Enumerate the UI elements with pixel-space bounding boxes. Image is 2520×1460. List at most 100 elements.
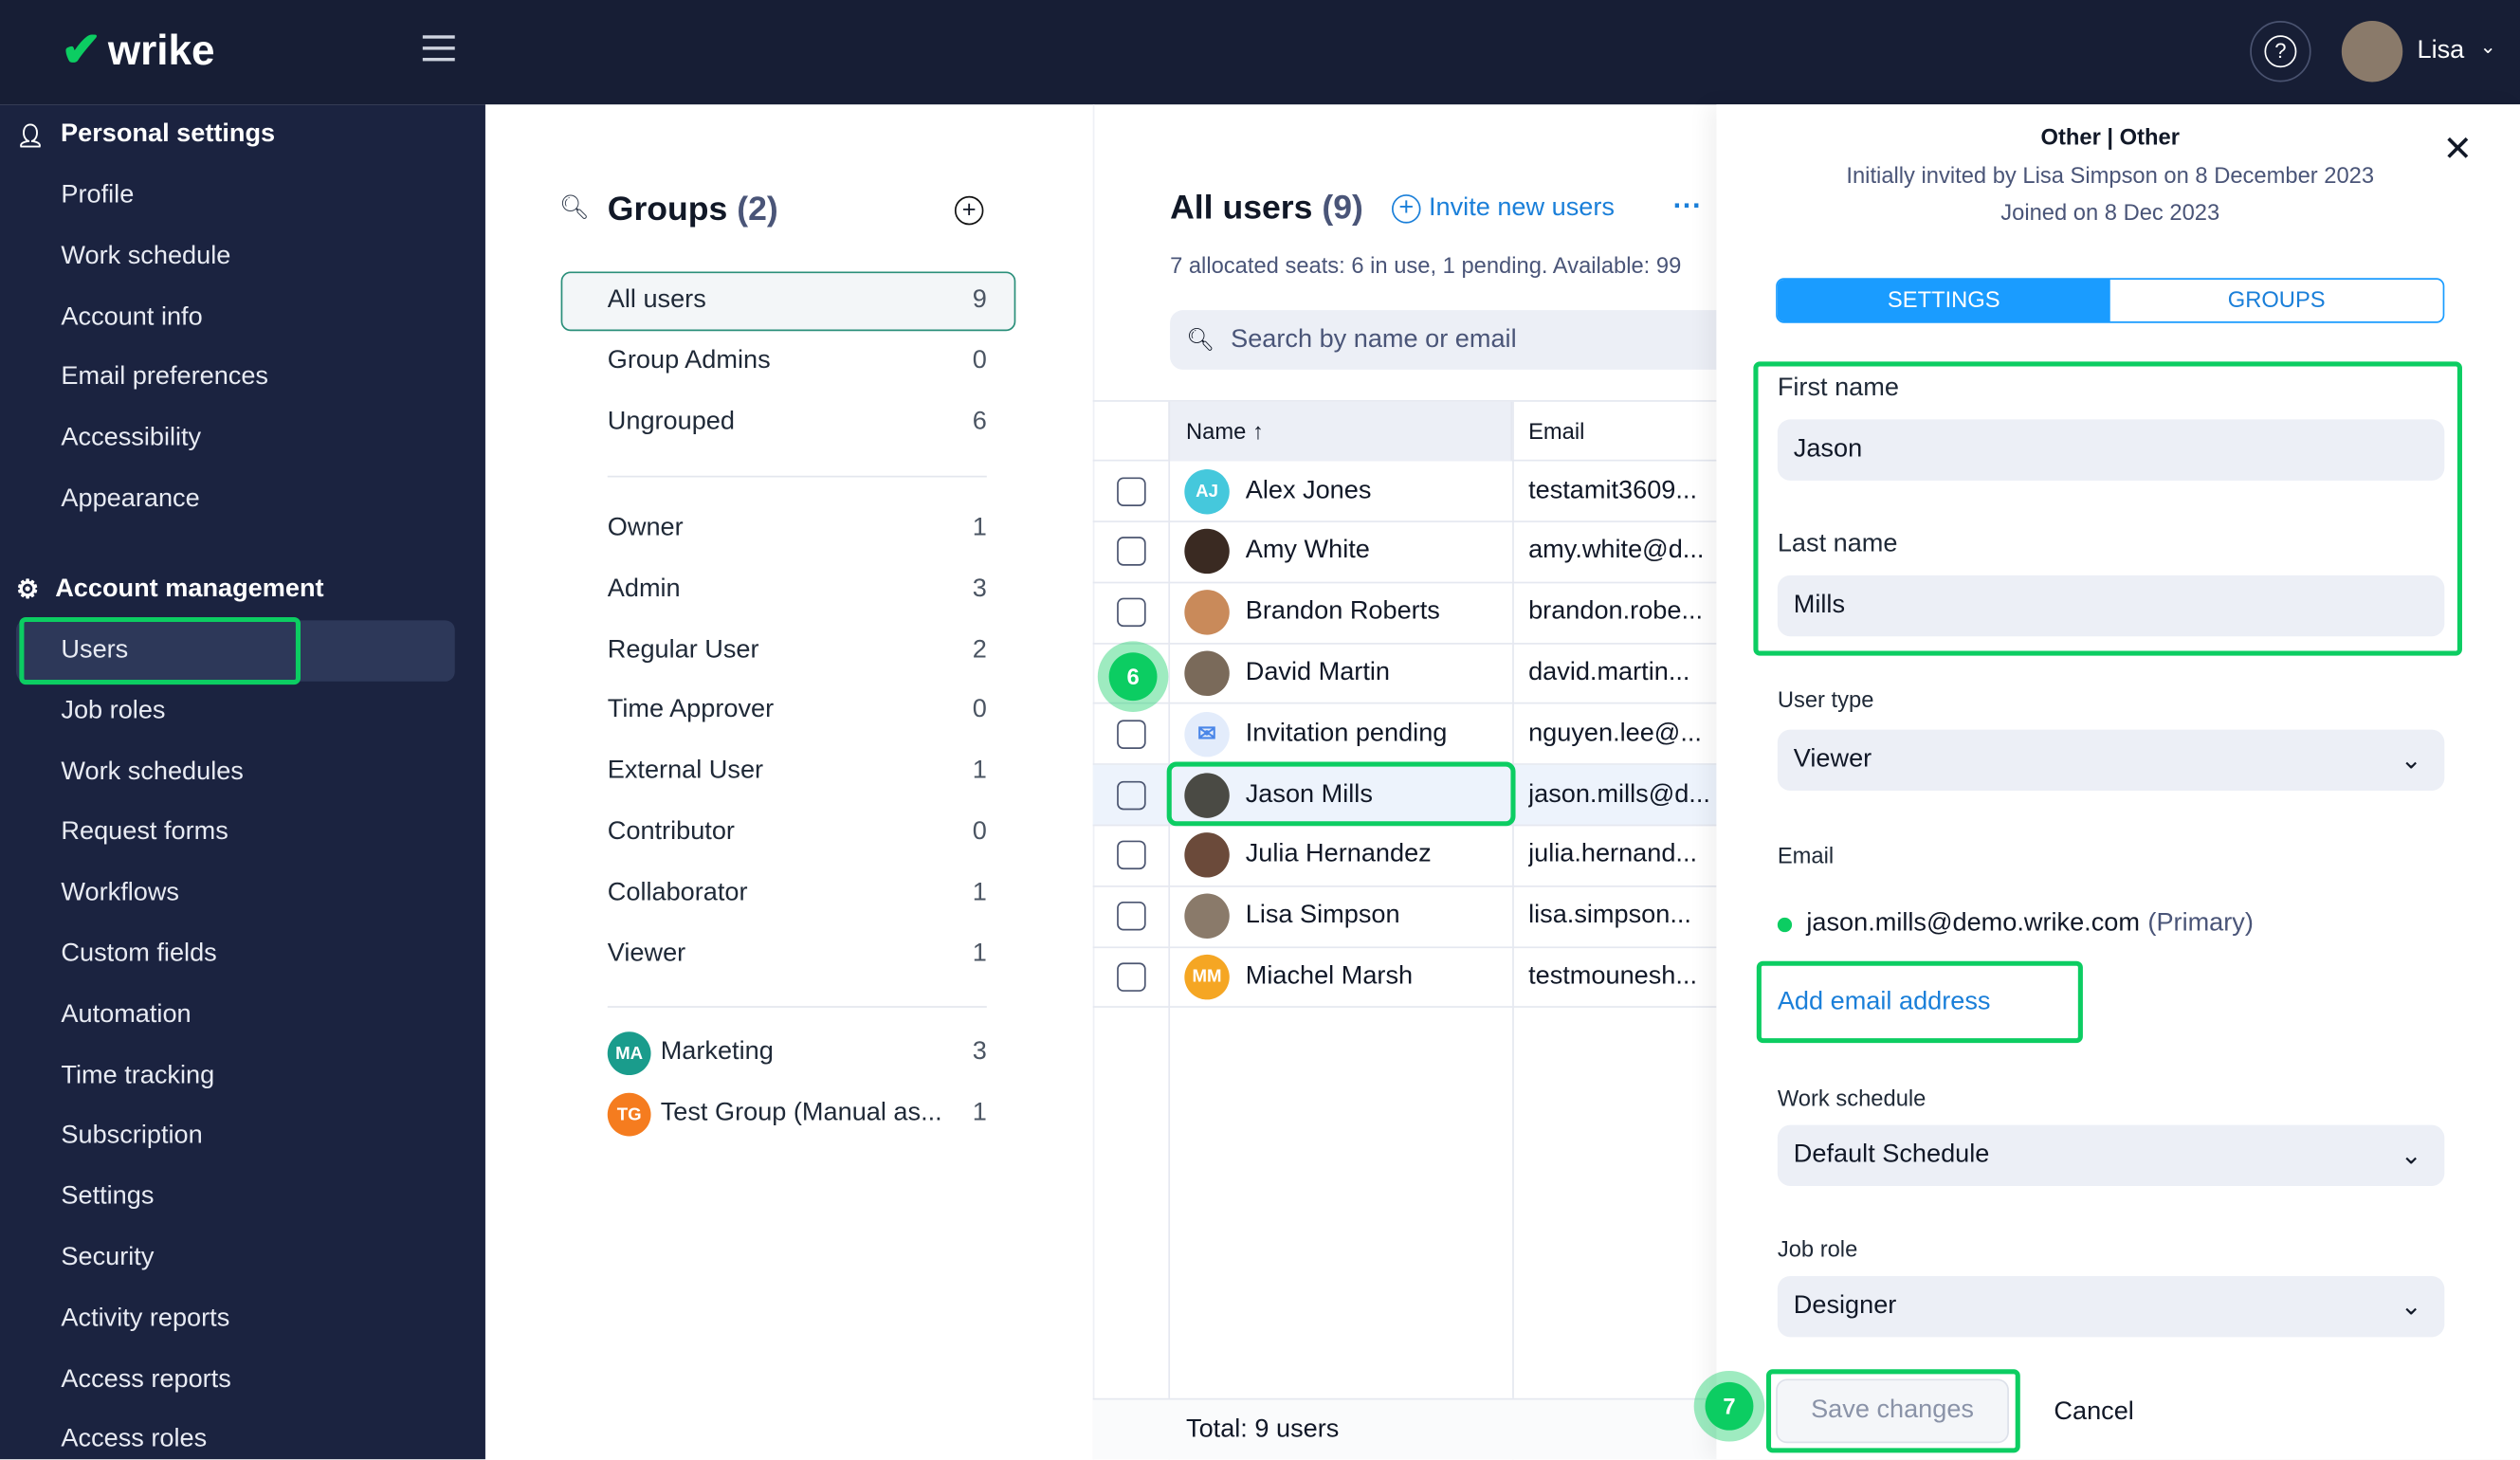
table-row[interactable]: ✉ Invitation pending nguyen.lee@... — [1092, 704, 1717, 766]
user-name[interactable]: Jason Mills — [1245, 779, 1373, 808]
first-name-input[interactable]: Jason — [1777, 419, 2445, 481]
add-group-icon[interactable]: + — [954, 195, 984, 226]
group-item[interactable]: All users 9 — [608, 286, 987, 316]
table-row[interactable]: Brandon Roberts brandon.robe... — [1092, 583, 1717, 645]
user-name[interactable]: Alex Jones — [1245, 476, 1372, 504]
user-type-item[interactable]: Time Approver 0 — [608, 697, 987, 726]
custom-group-item[interactable]: MA Marketing 3 — [607, 1031, 987, 1076]
row-checkbox[interactable] — [1117, 902, 1146, 931]
user-name[interactable]: David Martin — [1245, 658, 1390, 686]
sidebar-item-security[interactable]: Security — [61, 1244, 155, 1271]
group-count: 9 — [972, 285, 987, 314]
sidebar-item-access-reports[interactable]: Access reports — [61, 1365, 231, 1394]
users-highlight — [19, 616, 301, 685]
user-type-item[interactable]: Viewer 1 — [608, 940, 987, 969]
tab-settings[interactable]: SETTINGS — [1777, 279, 2110, 322]
row-checkbox[interactable] — [1117, 719, 1146, 749]
save-changes-button[interactable]: Save changes — [1776, 1378, 2009, 1444]
sidebar-item-custom-fields[interactable]: Custom fields — [61, 940, 217, 968]
user-type-select[interactable]: Viewer ⌄ — [1777, 729, 2445, 792]
group-label: Contributor — [607, 817, 735, 846]
user-avatar[interactable] — [2341, 21, 2403, 82]
help-icon: ? — [2264, 35, 2297, 68]
user-type-item[interactable]: Collaborator 1 — [608, 879, 987, 908]
hamburger-menu-icon[interactable] — [422, 35, 455, 62]
job-role-select[interactable]: Designer ⌄ — [1777, 1275, 2445, 1338]
user-name[interactable]: Lisa Simpson — [1245, 902, 1400, 929]
user-type-heading: Other | Other — [2040, 123, 2180, 150]
user-type-item[interactable]: Owner 1 — [608, 514, 987, 543]
verified-dot-icon — [1777, 917, 1793, 932]
user-avatar — [1184, 590, 1230, 635]
user-avatar — [1184, 772, 1230, 817]
column-name[interactable]: Name ↑ — [1168, 401, 1513, 462]
step-badge: 6 — [1108, 652, 1158, 702]
all-users-selected — [560, 271, 1016, 332]
wrike-logo[interactable]: ✔ wrike — [61, 23, 214, 79]
user-type-item[interactable]: Contributor 0 — [608, 818, 987, 848]
user-name[interactable]: Amy White — [1245, 537, 1370, 565]
sidebar-item-automation[interactable]: Automation — [61, 1000, 192, 1029]
custom-group-item[interactable]: TG Test Group (Manual as... 1 — [607, 1092, 987, 1137]
column-email[interactable]: Email — [1528, 417, 1585, 444]
more-options-icon[interactable]: ··· — [1672, 190, 1703, 222]
sidebar-item-time-tracking[interactable]: Time tracking — [61, 1061, 215, 1089]
user-name[interactable]: Julia Hernandez — [1245, 841, 1432, 868]
table-row[interactable]: Amy White amy.white@d... — [1092, 522, 1717, 583]
user-type-item[interactable]: Regular User 2 — [608, 636, 987, 666]
sidebar-item-request-forms[interactable]: Request forms — [61, 818, 228, 847]
user-name[interactable]: Lisa — [2417, 36, 2465, 64]
sidebar-item-profile[interactable]: Profile — [61, 181, 135, 210]
sidebar-item-access-roles[interactable]: Access roles — [61, 1426, 208, 1454]
sidebar-item-account-info[interactable]: Account info — [61, 303, 203, 332]
table-row[interactable]: AJ Alex Jones testamit3609... — [1092, 462, 1717, 522]
sidebar-item-job-roles[interactable]: Job roles — [61, 697, 166, 725]
search-icon[interactable]: 🔍︎ — [558, 194, 591, 222]
primary-email: jason.mills@demo.wrike.com (Primary) — [1777, 909, 2254, 939]
group-item[interactable]: Ungrouped 6 — [608, 409, 987, 438]
user-name[interactable]: Miachel Marsh — [1245, 962, 1414, 991]
last-name-input[interactable]: Mills — [1777, 575, 2445, 637]
work-schedule-select[interactable]: Default Schedule ⌄ — [1777, 1124, 2445, 1187]
row-checkbox[interactable] — [1117, 841, 1146, 870]
user-name[interactable]: Invitation pending — [1245, 719, 1448, 747]
row-checkbox[interactable] — [1117, 962, 1146, 992]
group-label: All users — [607, 285, 706, 314]
sidebar-item-subscription[interactable]: Subscription — [61, 1122, 203, 1150]
sidebar-item-settings[interactable]: Settings — [61, 1182, 155, 1211]
sidebar-item-work-schedule[interactable]: Work schedule — [61, 242, 231, 270]
group-count: 1 — [972, 878, 987, 906]
sidebar-item-workflows[interactable]: Workflows — [61, 879, 180, 907]
first-name-label: First name — [1777, 374, 1899, 402]
row-checkbox[interactable] — [1117, 779, 1146, 810]
row-checkbox[interactable] — [1117, 476, 1146, 506]
group-avatar: TG — [607, 1092, 651, 1137]
table-row[interactable]: Julia Hernandez julia.hernand... — [1092, 826, 1717, 887]
cancel-button[interactable]: Cancel — [2054, 1397, 2134, 1426]
user-type-item[interactable]: Admin 3 — [608, 575, 987, 605]
sidebar-item-activity-reports[interactable]: Activity reports — [61, 1305, 230, 1332]
user-type-item[interactable]: External User 1 — [608, 757, 987, 787]
add-email-address-link[interactable]: Add email address — [1777, 988, 1991, 1016]
row-checkbox[interactable] — [1117, 537, 1146, 567]
row-checkbox[interactable] — [1117, 597, 1146, 628]
sidebar-item-work-schedules[interactable]: Work schedules — [61, 757, 244, 786]
tab-groups[interactable]: GROUPS — [2227, 285, 2326, 312]
sidebar-item-users[interactable]: Users — [61, 636, 129, 665]
search-input[interactable]: 🔍︎ Search by name or email — [1170, 310, 1717, 370]
sidebar-item-appearance[interactable]: Appearance — [61, 484, 200, 513]
table-row[interactable]: Lisa Simpson lisa.simpson... — [1092, 886, 1717, 948]
table-row[interactable]: David Martin david.martin... — [1092, 644, 1717, 705]
email-label: Email — [1777, 842, 1835, 868]
close-icon[interactable]: ✕ — [2442, 128, 2473, 169]
help-button[interactable]: ? — [2250, 21, 2311, 82]
sidebar-item-email-preferences[interactable]: Email preferences — [61, 363, 269, 391]
user-email: testamit3609... — [1528, 476, 1697, 504]
table-row[interactable]: MM Miachel Marsh testmounesh... — [1092, 947, 1717, 1009]
sidebar-item-accessibility[interactable]: Accessibility — [61, 424, 202, 452]
group-item[interactable]: Group Admins 0 — [608, 347, 987, 376]
invite-new-users-button[interactable]: + Invite new users — [1391, 194, 1615, 224]
user-avatar: AJ — [1184, 468, 1230, 514]
chevron-down-icon[interactable]: ⌄ — [2479, 35, 2496, 59]
user-name[interactable]: Brandon Roberts — [1245, 597, 1440, 626]
